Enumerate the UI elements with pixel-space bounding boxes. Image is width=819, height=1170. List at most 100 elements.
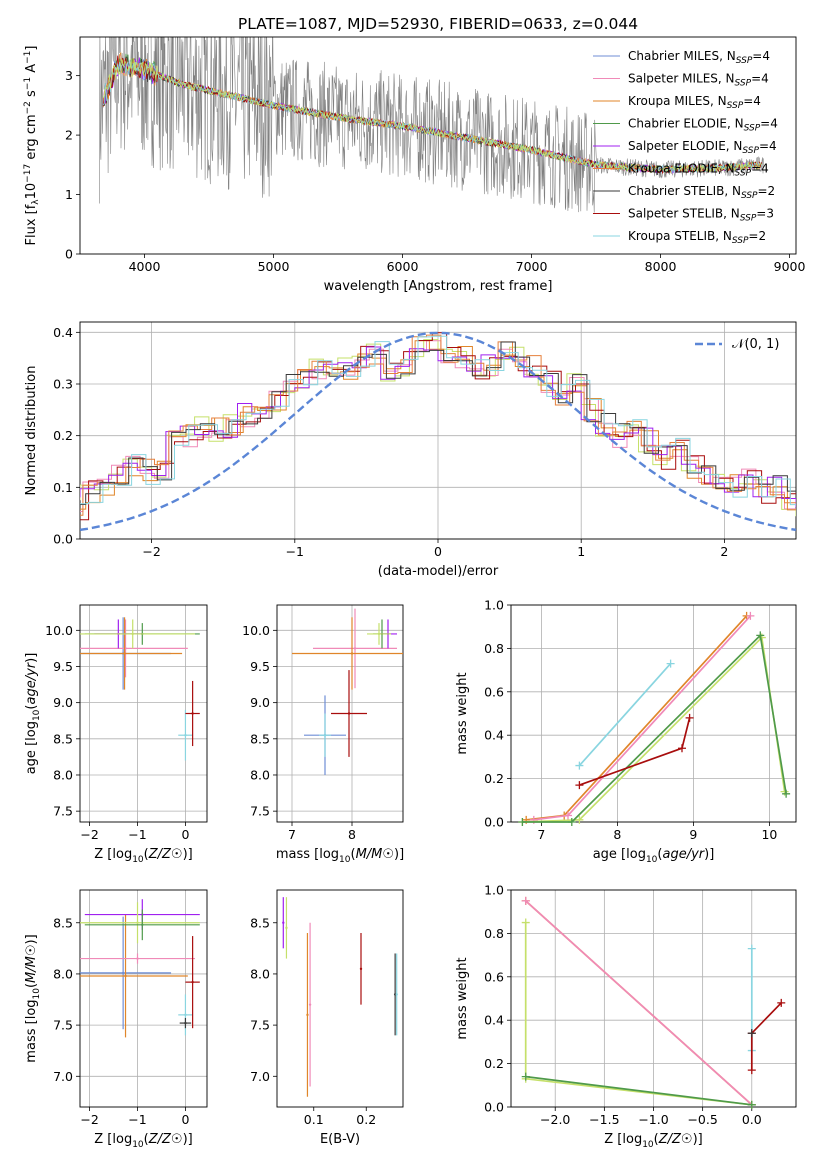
mass_vs_Z-xlabel: Z [log10(Z/Z☉)] <box>94 1132 193 1150</box>
mass_vs_Z-ytick-label: 8.0 <box>53 966 73 981</box>
residuals-ytick-label: 0.0 <box>53 532 73 547</box>
mass_vs_EBV-xlabel: E(B-V) <box>320 1132 360 1147</box>
weight_vs_Z-xtick-label: 0.0 <box>742 1112 762 1127</box>
weight_vs_Z-series-line <box>525 900 753 1106</box>
residuals-ytick-label: 0.3 <box>53 377 73 392</box>
spectrum-ylabel: Flux [fλ10−17 erg cm−2 s−1 A−1] <box>23 46 41 246</box>
mass_vs_EBV-ytick-label: 7.5 <box>250 1018 270 1033</box>
weight_vs_Z-ytick-label: 1.0 <box>484 883 504 898</box>
weight_vs_age-ytick-label: 0.2 <box>484 771 504 786</box>
mass_vs_EBV-plot <box>282 897 398 1097</box>
age_vs_Z-xlabel: Z [log10(Z/Z☉)] <box>94 847 193 865</box>
mass_vs_Z-point <box>121 971 125 975</box>
age_vs_mass-ytick-label: 9.5 <box>250 659 270 674</box>
weight_vs_Z-xtick-label: −1.5 <box>589 1112 619 1127</box>
residuals-histogram <box>80 332 796 521</box>
mass_vs_EBV-ytick-label: 8.0 <box>250 966 270 981</box>
mass_vs_EBV-frame <box>276 889 404 1108</box>
weight_vs_Z-marker <box>521 896 530 905</box>
age_vs_Z-frame <box>79 604 208 823</box>
mass_vs_Z-point <box>184 1013 187 1017</box>
weight_vs_age-marker <box>575 761 584 770</box>
weight_vs_age-xtick-label: 10 <box>761 827 777 842</box>
weight_vs_age-series-line <box>578 663 672 767</box>
weight_vs_Z-ytick-label: 0.0 <box>484 1100 504 1115</box>
weight_vs_age-ytick-label: 0.4 <box>484 728 504 743</box>
spectrum-legend-label: Salpeter ELODIE, NSSP=4 <box>628 139 777 156</box>
weight_vs_age-marker <box>575 781 584 790</box>
mass_vs_EBV-point <box>282 921 285 924</box>
weight_vs_age-xtick-label: 7 <box>537 827 545 842</box>
age_vs_Z-ytick-label: 7.5 <box>53 804 73 819</box>
spectrum-legend-label: Salpeter STELIB, NSSP=3 <box>628 207 774 224</box>
mass_vs_EBV-xtick-label: 0.2 <box>356 1112 376 1127</box>
residuals-histogram <box>80 340 796 511</box>
residuals-xtick-label: 0 <box>434 544 442 559</box>
weight_vs_age-ytick-label: 0.0 <box>484 815 504 830</box>
residuals-histogram <box>80 341 796 505</box>
mass_vs_Z-xtick-label: 0 <box>181 1112 189 1127</box>
age_vs_mass-point <box>377 632 381 636</box>
weight_vs_age-ylabel: mass weight <box>455 672 470 754</box>
age_vs_mass-xtick-label: 8 <box>348 827 356 842</box>
mass_vs_Z-plot <box>80 899 200 1038</box>
age_vs_mass-xlabel: mass [log10(M/M☉)] <box>276 847 404 865</box>
weight_vs_Z-marker <box>521 1072 530 1081</box>
weight_vs_age-marker <box>678 744 686 753</box>
weight_vs_Z-series-line <box>524 922 752 1106</box>
spectrum-data-line <box>99 37 764 213</box>
age_vs_Z-xtick-label: 0 <box>181 827 189 842</box>
age_vs_mass-point <box>323 734 327 737</box>
residuals-xlabel: (data-model)/error <box>378 564 499 579</box>
spectrum-ytick-label: 0 <box>65 247 73 262</box>
weight_vs_Z-xtick-label: −1.0 <box>638 1112 668 1127</box>
spectrum-ytick-label: 2 <box>65 128 73 143</box>
age_vs_Z-ytick-label: 10.0 <box>45 623 73 638</box>
weight_vs_age-ytick-label: 1.0 <box>484 598 504 613</box>
age_vs_Z-xtick-label: −1 <box>128 827 146 842</box>
weight_vs_Z-xtick-label: −2.0 <box>540 1112 570 1127</box>
weight_vs_Z-series-line <box>525 1075 752 1106</box>
weight_vs_age-xlabel: age [log10(age/yr)] <box>593 847 715 865</box>
age_vs_mass-point <box>350 652 354 655</box>
mass_vs_Z-axes: −2 −1 0 7.0 7.5 8.0 8.5 <box>53 889 208 1127</box>
weight_vs_Z-marker <box>747 944 756 953</box>
weight_vs_age-series-line <box>522 633 787 823</box>
mass_vs_Z-point <box>184 1021 187 1025</box>
mass_vs_Z-frame <box>79 889 208 1108</box>
spectrum-model-line <box>102 58 763 174</box>
weight_vs_age-axes: 7 8 9 10 0.0 0.2 0.4 0.6 0.8 1.0 <box>484 598 797 842</box>
residuals-plot <box>80 331 796 532</box>
spectrum-frame <box>79 36 797 255</box>
residuals-xtick-label: −2 <box>142 544 160 559</box>
weight_vs_Z-series-line <box>750 1002 782 1071</box>
residuals-ytick-label: 0.4 <box>53 325 73 340</box>
weight_vs_Z-marker <box>777 998 786 1007</box>
mass_vs_Z-point <box>136 957 139 960</box>
age_vs_Z-ytick-label: 9.5 <box>53 659 73 674</box>
age_vs_Z-ytick-label: 8.5 <box>53 731 73 746</box>
spectrum-legend-label: Kroupa MILES, NSSP=4 <box>628 94 761 111</box>
mass_vs_Z-ytick-label: 7.0 <box>53 1069 73 1084</box>
weight_vs_age-xtick-label: 8 <box>613 827 621 842</box>
mass_vs_Z-point <box>124 974 127 978</box>
residuals-xtick-label: 1 <box>577 544 585 559</box>
residuals-histogram <box>80 335 796 506</box>
spectrum-axes: 4000 5000 6000 7000 8000 9000 0 1 2 3 <box>65 36 806 274</box>
age_vs_Z-ylabel: age [log10(age/yr)] <box>24 653 42 775</box>
residuals-ylabel: Normed distribution <box>24 366 39 496</box>
spectrum-ytick-label: 3 <box>65 68 73 83</box>
age_vs_Z-xtick-label: −2 <box>80 827 98 842</box>
weight_vs_age-series-line <box>526 615 748 821</box>
residuals-axes: −2 −1 0 1 2 0.0 0.1 0.2 0.3 0.4 <box>53 321 797 559</box>
mass_vs_Z-point <box>191 980 194 984</box>
residuals-ytick-label: 0.2 <box>53 428 73 443</box>
weight_vs_Z-xtick-label: −0.5 <box>687 1112 717 1127</box>
mass_vs_EBV-point <box>395 993 398 996</box>
mass_vs_Z-ylabel: mass [log10(M/M☉)] <box>24 934 42 1062</box>
age_vs_mass-ytick-label: 10.0 <box>242 623 270 638</box>
weight_vs_Z-ytick-label: 0.8 <box>484 926 504 941</box>
age_vs_mass-plot <box>292 608 403 775</box>
weight_vs_Z-ytick-label: 0.6 <box>484 969 504 984</box>
